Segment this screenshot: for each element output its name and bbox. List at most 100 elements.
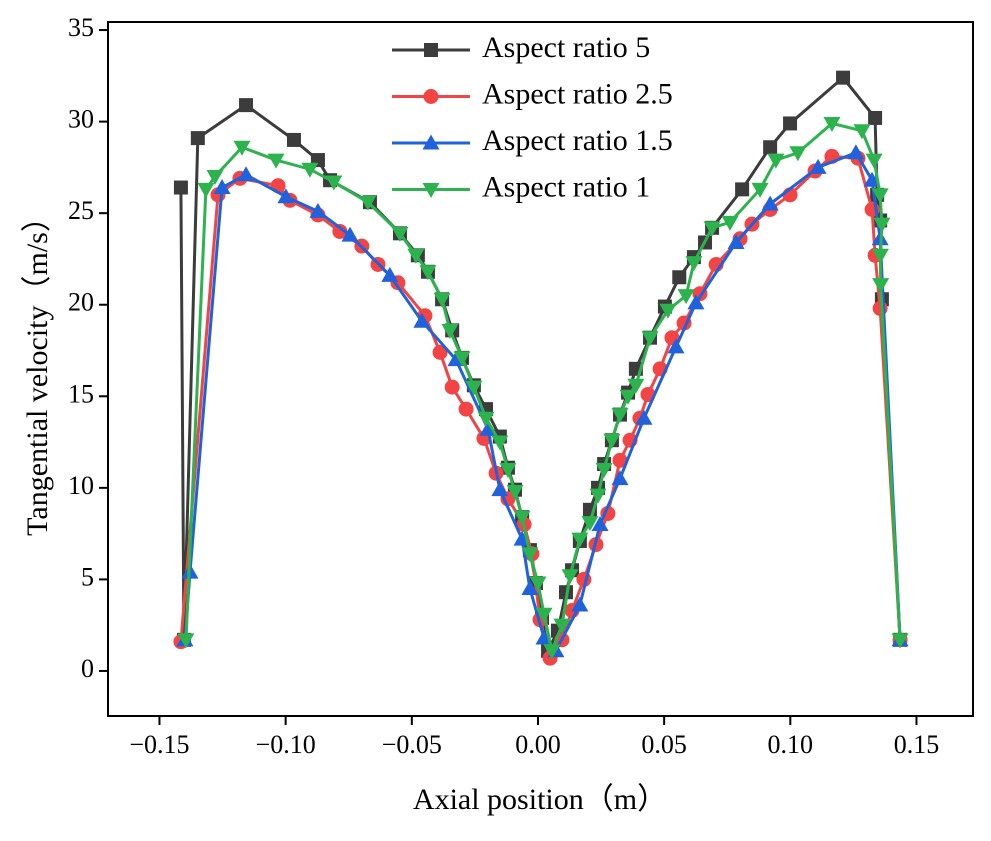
data-point bbox=[571, 532, 589, 548]
data-point bbox=[441, 323, 459, 339]
data-point bbox=[809, 158, 827, 174]
data-point bbox=[332, 223, 348, 239]
legend-label: Aspect ratio 5 bbox=[482, 31, 650, 64]
data-point bbox=[641, 331, 659, 347]
y-axis-title: Tangential velocity（m/s） bbox=[21, 202, 54, 536]
data-point bbox=[836, 70, 851, 85]
data-point bbox=[513, 510, 531, 526]
data-point bbox=[521, 547, 539, 563]
data-point bbox=[677, 289, 695, 305]
y-tick-label: 20 bbox=[68, 288, 94, 317]
data-point bbox=[286, 132, 301, 147]
data-point bbox=[359, 195, 377, 211]
data-point bbox=[871, 188, 889, 204]
data-point bbox=[491, 481, 509, 497]
data-point bbox=[197, 182, 215, 198]
data-point bbox=[853, 124, 871, 140]
data-point bbox=[703, 221, 721, 237]
data-point bbox=[612, 452, 628, 468]
data-point bbox=[309, 202, 327, 218]
legend-label: Aspect ratio 1.5 bbox=[482, 124, 673, 157]
x-tick-label: 0.05 bbox=[641, 730, 687, 759]
data-point bbox=[763, 140, 778, 155]
data-point bbox=[535, 607, 553, 623]
data-point bbox=[325, 175, 343, 191]
data-point bbox=[865, 153, 883, 169]
data-point bbox=[847, 144, 865, 160]
data-point bbox=[727, 233, 745, 249]
data-point bbox=[491, 435, 509, 451]
data-point bbox=[301, 162, 319, 178]
data-point bbox=[672, 270, 687, 285]
data-point bbox=[173, 180, 188, 195]
y-tick-label: 30 bbox=[68, 105, 94, 134]
data-point bbox=[872, 278, 890, 294]
data-point bbox=[341, 226, 359, 242]
data-point bbox=[553, 618, 571, 634]
data-point bbox=[267, 153, 285, 169]
data-point bbox=[581, 516, 599, 532]
data-point bbox=[458, 401, 474, 417]
data-point bbox=[529, 576, 547, 592]
legend-marker bbox=[424, 43, 438, 57]
data-point bbox=[433, 292, 451, 308]
data-point bbox=[432, 344, 448, 360]
data-point bbox=[863, 171, 881, 187]
data-point bbox=[591, 515, 609, 531]
data-point bbox=[635, 409, 653, 425]
y-tick-label: 5 bbox=[81, 562, 94, 591]
data-point bbox=[735, 182, 750, 197]
data-point bbox=[499, 463, 517, 479]
data-point bbox=[571, 596, 589, 612]
legend-marker bbox=[423, 89, 439, 104]
y-tick-label: 10 bbox=[68, 471, 94, 500]
x-axis-title: Axial position（m） bbox=[413, 783, 667, 816]
data-point bbox=[659, 303, 677, 319]
data-point bbox=[687, 294, 705, 310]
data-point bbox=[479, 420, 497, 436]
x-tick-label: −0.15 bbox=[129, 730, 189, 759]
plot-frame bbox=[107, 21, 974, 717]
y-tick-label: 35 bbox=[68, 13, 94, 42]
y-tick-label: 15 bbox=[68, 379, 94, 408]
legend-label: Aspect ratio 2.5 bbox=[482, 77, 673, 110]
x-tick-label: 0.15 bbox=[894, 730, 940, 759]
data-point bbox=[277, 188, 295, 204]
data-point bbox=[589, 488, 607, 504]
data-point bbox=[206, 170, 224, 186]
data-point bbox=[413, 312, 431, 328]
data-point bbox=[751, 182, 769, 198]
data-point bbox=[444, 379, 460, 395]
data-point bbox=[891, 633, 909, 649]
data-point bbox=[453, 351, 471, 367]
y-tick-label: 25 bbox=[68, 196, 94, 225]
data-point bbox=[685, 256, 703, 272]
legend-label: Aspect ratio 1 bbox=[482, 170, 650, 203]
data-point bbox=[767, 153, 785, 169]
data-point bbox=[213, 179, 231, 195]
data-point bbox=[237, 166, 255, 182]
data-point bbox=[603, 433, 621, 449]
data-point bbox=[465, 380, 483, 396]
data-point bbox=[627, 378, 645, 394]
data-point bbox=[190, 131, 205, 146]
data-point bbox=[823, 116, 841, 132]
x-tick-label: 0.10 bbox=[768, 730, 814, 759]
data-point bbox=[561, 569, 579, 585]
data-point bbox=[611, 470, 629, 486]
x-tick-label: −0.05 bbox=[382, 730, 442, 759]
data-point bbox=[868, 110, 883, 125]
legend-marker bbox=[422, 183, 440, 198]
data-point bbox=[667, 338, 685, 354]
data-point bbox=[543, 644, 561, 660]
data-point bbox=[239, 98, 254, 113]
data-point bbox=[873, 217, 891, 233]
data-point bbox=[595, 463, 613, 479]
data-point bbox=[872, 300, 888, 316]
data-point bbox=[761, 195, 779, 211]
data-point bbox=[419, 265, 437, 281]
data-point bbox=[521, 580, 539, 596]
x-tick-label: −0.10 bbox=[256, 730, 316, 759]
data-point bbox=[789, 146, 807, 162]
